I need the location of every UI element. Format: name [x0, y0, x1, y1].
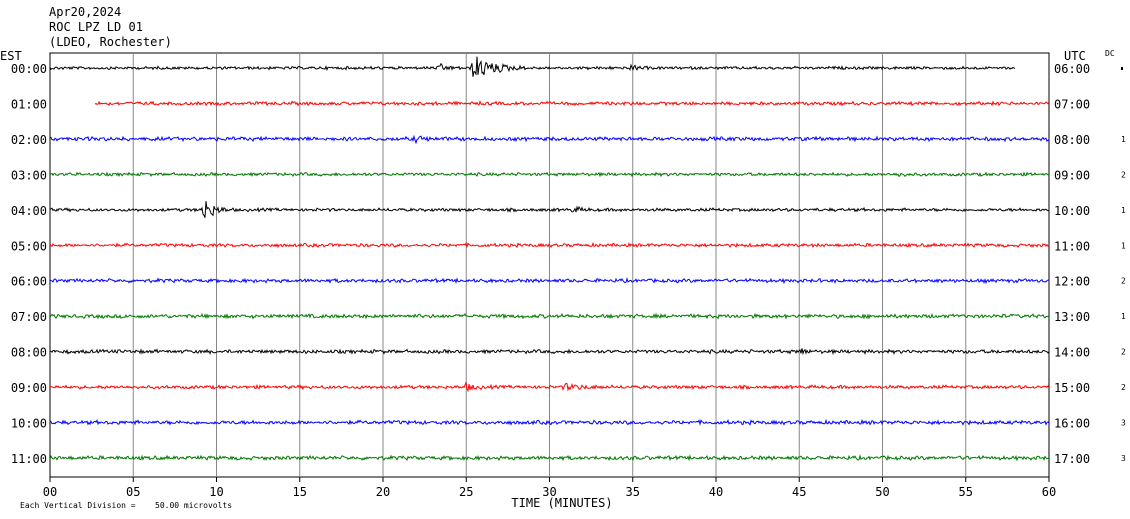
- est-label: 11:00: [11, 452, 47, 466]
- x-tick-label: 50: [875, 485, 889, 499]
- trace-0500: [49, 241, 1050, 249]
- x-axis-ticks: 00 05 10 15 20 25 30 35 40 45 50 55 60: [43, 477, 1056, 499]
- utc-label: 16:00: [1054, 417, 1090, 431]
- est-label: 03:00: [11, 168, 47, 182]
- utc-label: 10:00: [1054, 204, 1090, 218]
- dc-value: 2: [1121, 170, 1126, 179]
- footer-scale-value: 50.00 microvolts: [155, 501, 232, 510]
- utc-label: 08:00: [1054, 133, 1090, 147]
- utc-label: 14:00: [1054, 346, 1090, 360]
- x-tick-label: 30: [542, 485, 556, 499]
- trace-1000: [49, 418, 1050, 426]
- footer-scale-prefix: Each Vertical Division =: [20, 501, 136, 510]
- trace-0800: [49, 348, 1050, 356]
- x-tick-label: 05: [126, 485, 140, 499]
- trace-1100: [49, 454, 1050, 462]
- dc-value: 3: [1121, 454, 1126, 463]
- est-label: 05:00: [11, 239, 47, 253]
- header-network: (LDEO, Rochester): [49, 35, 172, 49]
- dc-value: 1: [1121, 206, 1126, 215]
- est-label: 10:00: [11, 417, 47, 431]
- est-label: 07:00: [11, 310, 47, 324]
- header-date: Apr20,2024: [49, 5, 121, 19]
- utc-label: 12:00: [1054, 275, 1090, 289]
- x-tick-label: 60: [1042, 485, 1056, 499]
- dc-value: 1: [1121, 135, 1126, 144]
- row-labels: 00:00 06:00 01:00 07:00 02:00 08:00 1 03:00 09:0…: [11, 62, 1126, 466]
- utc-label: 13:00: [1054, 310, 1090, 324]
- dc-value: 3: [1121, 419, 1126, 428]
- dc-value: 1: [1121, 312, 1126, 321]
- x-tick-label: 45: [792, 485, 806, 499]
- est-label: 08:00: [11, 346, 47, 360]
- est-label: 06:00: [11, 275, 47, 289]
- utc-label: 09:00: [1054, 168, 1090, 182]
- est-label: 02:00: [11, 133, 47, 147]
- est-label: 00:00: [11, 62, 47, 76]
- est-label: 09:00: [11, 381, 47, 395]
- left-zone-label: EST: [0, 49, 22, 63]
- est-label: 01:00: [11, 97, 47, 111]
- grid: [49, 52, 1050, 478]
- trace-0600: [49, 276, 1050, 285]
- dc-label: DC: [1105, 49, 1115, 58]
- x-tick-label: 10: [209, 485, 223, 499]
- dc-value: 2: [1121, 277, 1126, 286]
- trace-0200: [49, 134, 1050, 145]
- utc-label: 07:00: [1054, 97, 1090, 111]
- x-tick-label: 25: [459, 485, 473, 499]
- dc-marker: [1121, 67, 1123, 70]
- trace-0900: [49, 380, 1050, 393]
- right-zone-label: UTC: [1064, 49, 1086, 63]
- trace-0300: [49, 171, 1050, 178]
- utc-label: 15:00: [1054, 381, 1090, 395]
- x-tick-label: 00: [43, 485, 57, 499]
- footer: Each Vertical Division = 50.00 microvolt…: [20, 501, 232, 510]
- dc-value: 2: [1121, 348, 1126, 357]
- est-label: 04:00: [11, 204, 47, 218]
- x-axis-label: TIME (MINUTES): [511, 496, 612, 510]
- x-tick-label: 55: [959, 485, 973, 499]
- x-tick-label: 40: [709, 485, 723, 499]
- utc-label: 17:00: [1054, 452, 1090, 466]
- dc-value: 1: [1121, 241, 1126, 250]
- trace-0700: [49, 312, 1050, 320]
- trace-0400: [49, 201, 1049, 218]
- x-tick-label: 15: [293, 485, 307, 499]
- utc-label: 06:00: [1054, 62, 1090, 76]
- dc-value: 2: [1121, 383, 1126, 392]
- header-station: ROC LPZ LD 01: [49, 20, 143, 34]
- traces: [49, 56, 1050, 462]
- trace-0100: [94, 100, 1050, 107]
- x-tick-label: 35: [626, 485, 640, 499]
- trace-0000: [49, 56, 1016, 77]
- utc-label: 11:00: [1054, 239, 1090, 253]
- x-tick-label: 20: [376, 485, 390, 499]
